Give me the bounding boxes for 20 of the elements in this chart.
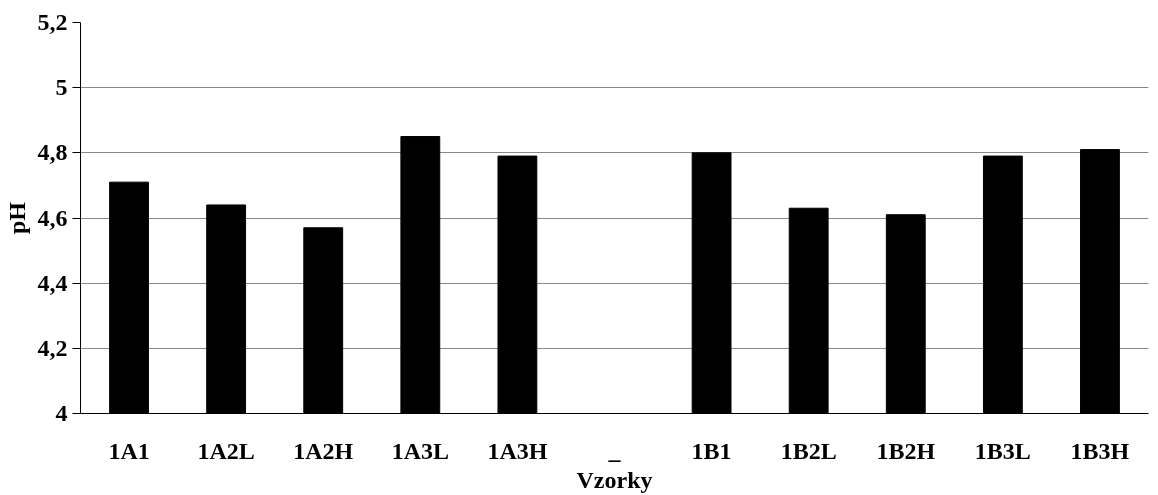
- y-tick-label: 4,2: [37, 334, 68, 361]
- x-tick-label: 1A3H: [487, 437, 548, 464]
- x-tick-label: 1B3L: [974, 437, 1031, 464]
- x-tick-label: 1A2L: [197, 437, 255, 464]
- x-axis-title: Vzorky: [576, 466, 653, 493]
- y-tick-label: 5: [55, 74, 68, 101]
- x-tick-label: 1A3L: [391, 437, 449, 464]
- x-tick-label: _: [607, 437, 622, 464]
- x-tick-label: 1B1: [691, 437, 732, 464]
- x-tick-label: 1A2H: [293, 437, 354, 464]
- y-tick-label: 4,6: [37, 204, 68, 231]
- x-tick-label: 1A1: [108, 437, 150, 464]
- x-tick-label: 1B3H: [1070, 437, 1130, 464]
- x-tick-label: 1B2L: [780, 437, 837, 464]
- y-tick-label: 4,4: [37, 269, 68, 296]
- y-tick-label: 4: [55, 400, 68, 426]
- y-tick-label: 4,8: [37, 139, 68, 166]
- y-axis-title: pH: [3, 201, 30, 235]
- y-tick-label: 5,2: [37, 9, 68, 35]
- x-tick-label: 1B2H: [876, 437, 936, 464]
